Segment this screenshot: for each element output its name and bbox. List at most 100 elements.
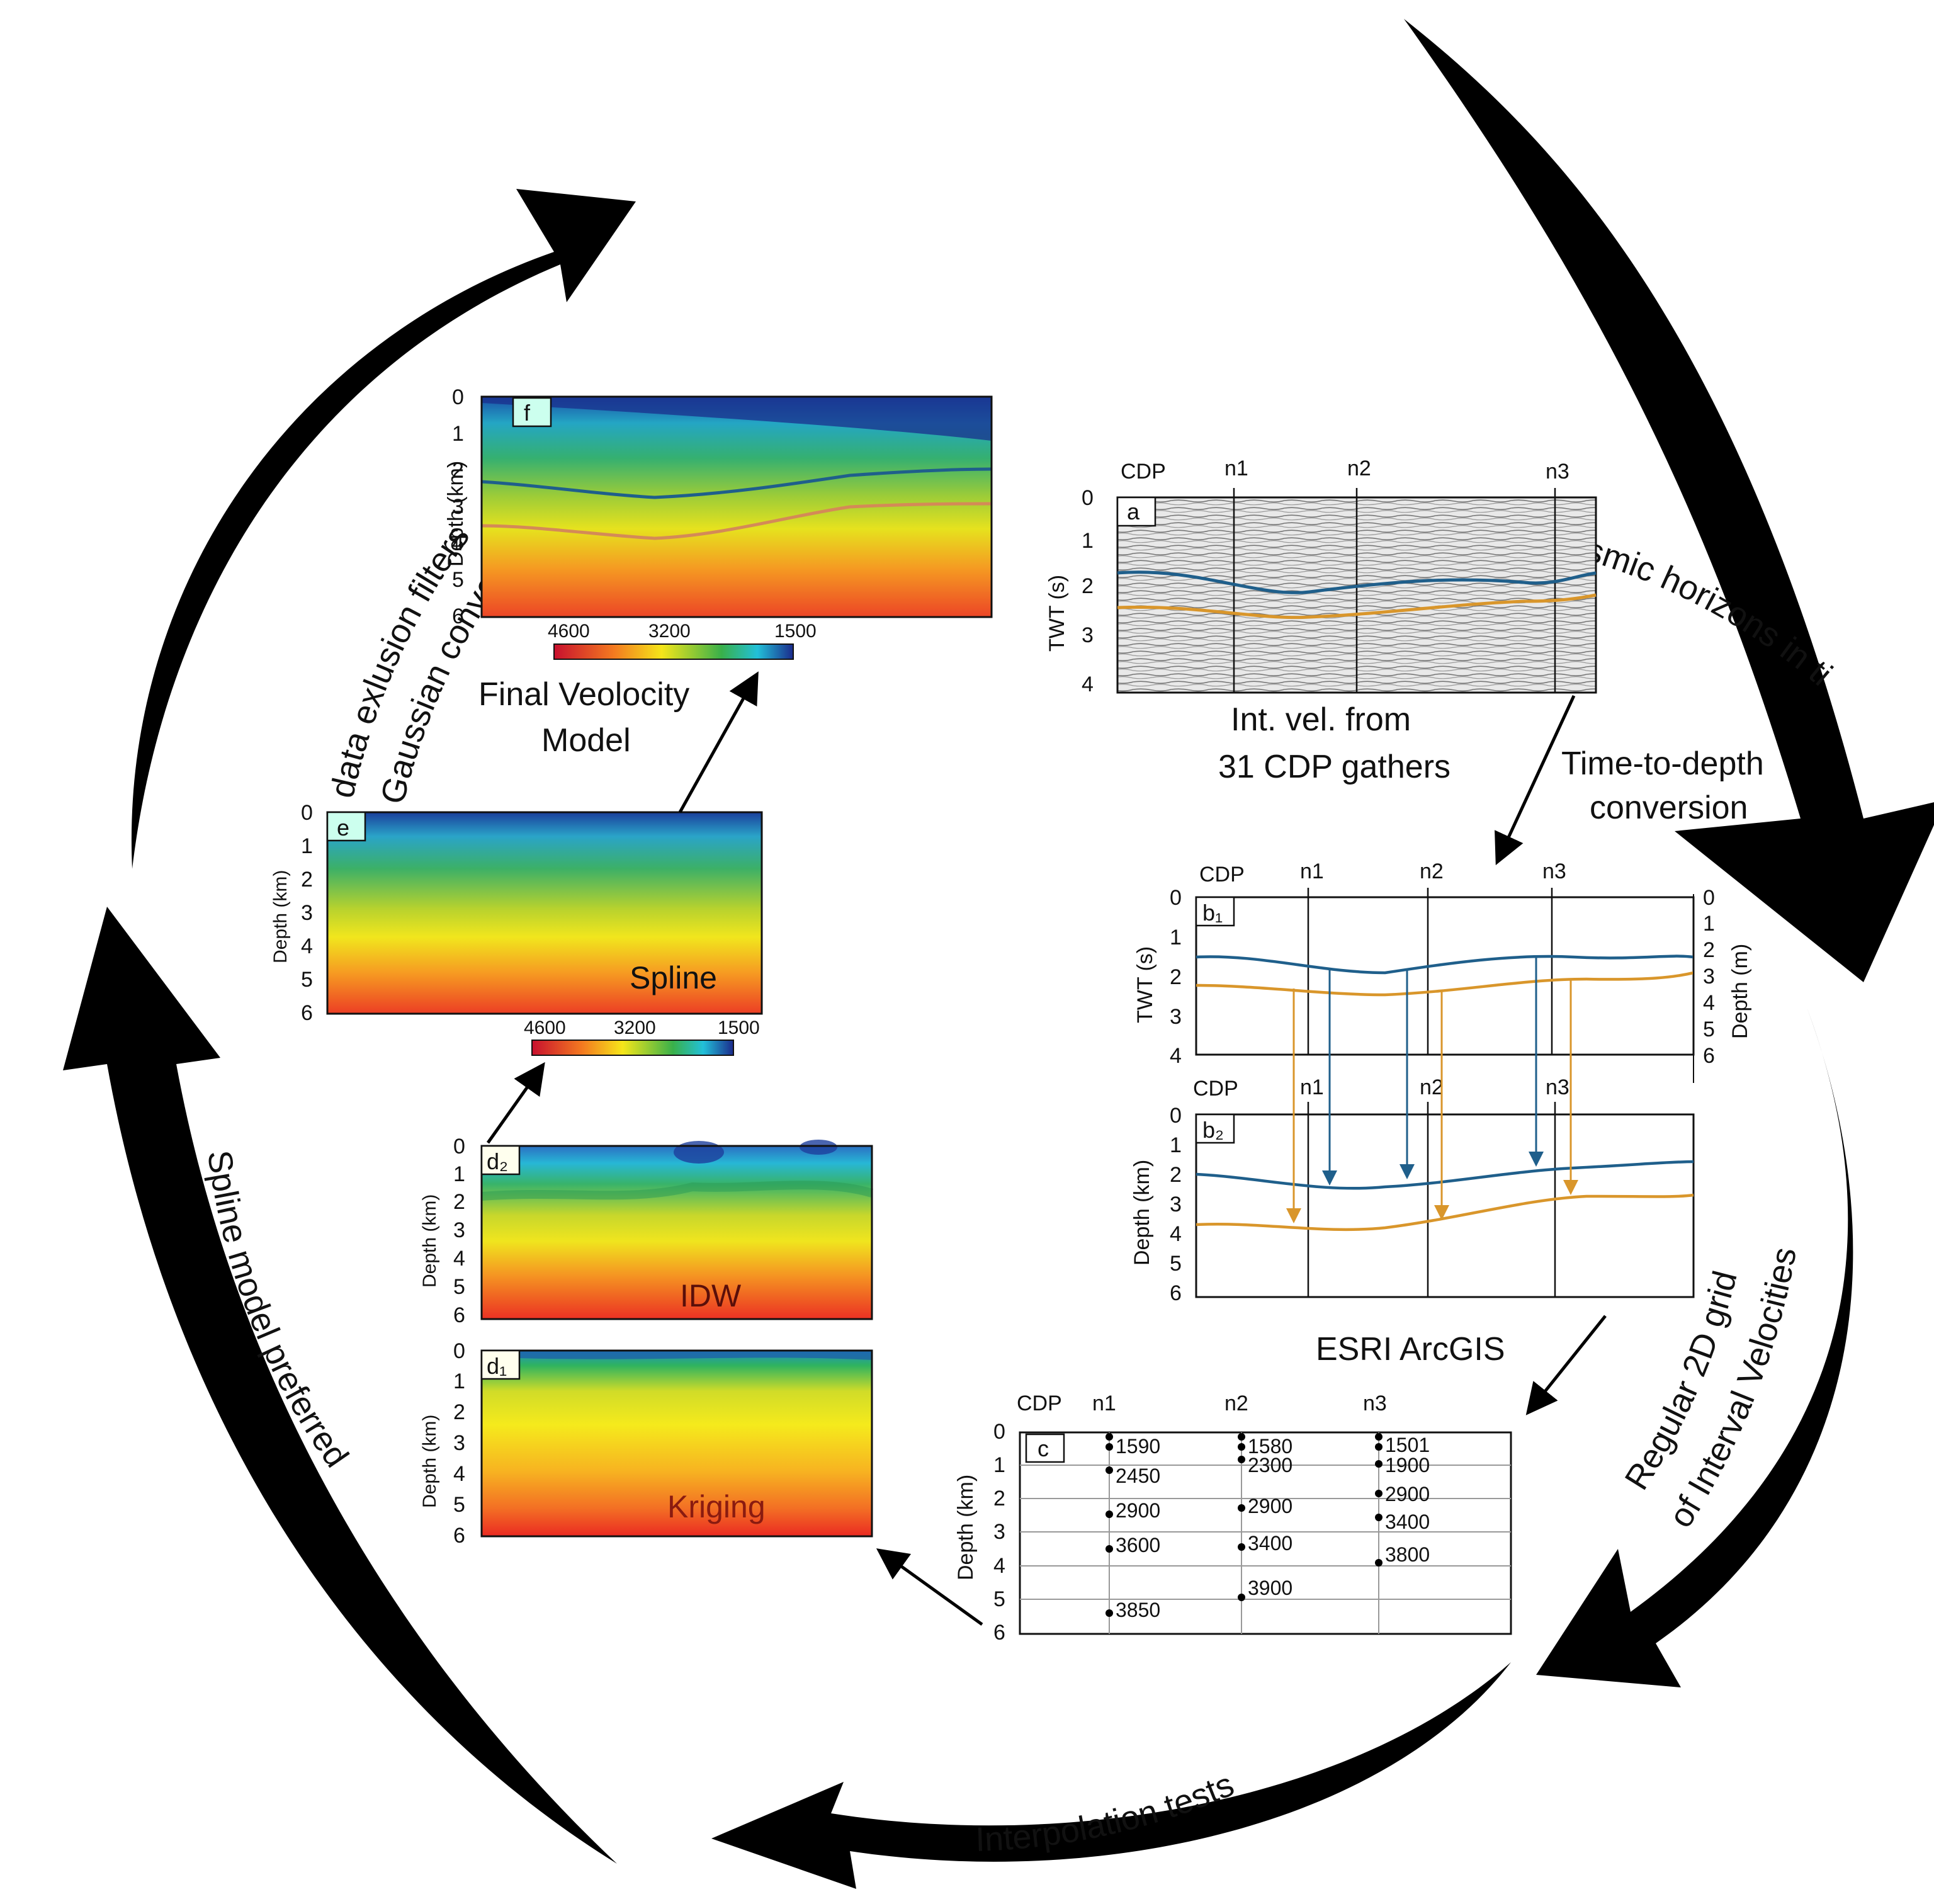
- svg-text:0: 0: [453, 1135, 465, 1159]
- caption-final-2: Model: [541, 722, 631, 759]
- svg-text:1: 1: [1082, 529, 1094, 553]
- svg-text:Depth (m): Depth (m): [1728, 944, 1752, 1039]
- svg-text:1: 1: [1703, 912, 1715, 936]
- panel-a-n3: n3: [1546, 460, 1569, 484]
- svg-text:1: 1: [1170, 926, 1182, 949]
- svg-text:IDW: IDW: [680, 1278, 742, 1313]
- svg-text:3200: 3200: [614, 1017, 656, 1038]
- svg-text:Kriging: Kriging: [667, 1489, 766, 1524]
- panel-a: a CDP n1 n2 n3 0 1 2 3 4 TWT (s) Int. ve…: [1045, 456, 1597, 785]
- svg-text:b₂: b₂: [1202, 1117, 1224, 1143]
- svg-text:3400: 3400: [1248, 1532, 1292, 1555]
- svg-text:4: 4: [1170, 1222, 1182, 1246]
- panel-e: e Spline 0 1 2 3 4 5 6 Depth (km) 4600 3…: [270, 801, 763, 1056]
- n1-velocities: 1590 2450 2900 3600 3850: [1106, 1433, 1160, 1621]
- svg-text:1: 1: [993, 1453, 1005, 1477]
- panel-a-n1: n1: [1224, 456, 1248, 480]
- svg-text:2: 2: [1170, 965, 1182, 989]
- svg-text:2: 2: [301, 868, 313, 892]
- svg-text:6: 6: [453, 1303, 465, 1327]
- panel-f: f 0 1 2 3 4 5 6 Depth (km) 4600 3200 150…: [444, 385, 993, 759]
- svg-text:n2: n2: [1224, 1391, 1248, 1415]
- svg-text:0: 0: [453, 1339, 465, 1363]
- svg-text:4: 4: [301, 934, 313, 958]
- svg-text:4: 4: [453, 1247, 465, 1271]
- svg-text:5: 5: [453, 1493, 465, 1517]
- svg-text:TWT (s): TWT (s): [1133, 946, 1157, 1023]
- cycle-arrows: [63, 19, 1934, 1889]
- panel-a-n2: n2: [1347, 456, 1371, 480]
- n2-velocities: 1580 2300 2900 3400 3900: [1238, 1433, 1292, 1601]
- svg-text:3: 3: [453, 1431, 465, 1455]
- arrow-right-top: [1404, 19, 1934, 982]
- panel-a-label: a: [1127, 499, 1140, 524]
- svg-text:3200: 3200: [648, 621, 691, 642]
- svg-text:1: 1: [452, 422, 464, 446]
- svg-text:2: 2: [453, 1400, 465, 1424]
- svg-text:1900: 1900: [1385, 1454, 1430, 1476]
- svg-text:1500: 1500: [774, 621, 817, 642]
- svg-text:2: 2: [1703, 938, 1715, 962]
- panel-a-cdp: CDP: [1121, 460, 1166, 484]
- svg-text:2900: 2900: [1248, 1495, 1292, 1517]
- caption-int-vel-1: Int. vel. from: [1231, 701, 1411, 738]
- svg-text:4: 4: [453, 1462, 465, 1486]
- svg-text:1: 1: [453, 1369, 465, 1393]
- svg-text:4: 4: [1082, 672, 1094, 696]
- svg-text:3: 3: [301, 901, 313, 925]
- svg-text:5: 5: [993, 1587, 1005, 1611]
- panel-b2: b₂ CDP n1 n2 n3 0 1 2 3 4 5 6 Depth (km): [1130, 1075, 1695, 1305]
- svg-text:n3: n3: [1363, 1391, 1387, 1415]
- svg-text:1: 1: [1170, 1133, 1182, 1157]
- svg-text:0: 0: [1703, 886, 1715, 910]
- svg-text:Depth (km): Depth (km): [419, 1194, 440, 1288]
- svg-text:3800: 3800: [1385, 1543, 1430, 1566]
- svg-text:2: 2: [1082, 574, 1094, 598]
- panel-b1: b₁ CDP n1 n2 n3 0 1 2 3 4 TWT (s) 0 1 2 …: [1133, 859, 1752, 1083]
- caption-int-vel-2: 31 CDP gathers: [1218, 749, 1450, 785]
- svg-text:6: 6: [453, 1524, 465, 1548]
- svg-text:6: 6: [452, 604, 464, 628]
- n3-velocities: 1501 1900 2900 3400 3800: [1375, 1433, 1430, 1567]
- svg-text:c: c: [1038, 1436, 1049, 1461]
- panel-a-ticks: 0 1 2 3 4: [1082, 486, 1094, 696]
- svg-text:2450: 2450: [1116, 1465, 1160, 1487]
- svg-text:2: 2: [452, 458, 464, 482]
- svg-text:4: 4: [1170, 1044, 1182, 1068]
- arrow-right-bottom: [1536, 1007, 1853, 1687]
- svg-text:0: 0: [1082, 486, 1094, 510]
- svg-text:4: 4: [1703, 991, 1715, 1015]
- svg-text:4: 4: [452, 531, 464, 555]
- svg-text:2900: 2900: [1385, 1483, 1430, 1505]
- svg-text:6: 6: [1703, 1044, 1715, 1068]
- svg-text:6: 6: [301, 1001, 313, 1025]
- svg-text:4: 4: [993, 1554, 1005, 1578]
- svg-text:4600: 4600: [524, 1017, 566, 1038]
- svg-text:Depth (km): Depth (km): [444, 461, 468, 567]
- svg-text:1: 1: [453, 1162, 465, 1186]
- svg-text:Depth (km): Depth (km): [1130, 1160, 1154, 1266]
- panel-c: c CDP n1 n2 n3 0 1 2 3 4 5 6 Depth (km) …: [954, 1391, 1512, 1645]
- arrow-bottom: [711, 1662, 1511, 1889]
- svg-text:5: 5: [452, 568, 464, 592]
- svg-text:3: 3: [1170, 1193, 1182, 1216]
- svg-text:f: f: [524, 400, 531, 426]
- svg-text:3600: 3600: [1116, 1534, 1160, 1556]
- svg-text:CDP: CDP: [1199, 863, 1245, 887]
- svg-text:2900: 2900: [1116, 1499, 1160, 1522]
- arrow-left-top: [131, 189, 636, 869]
- panel-d1: d₁ Kriging 0 1 2 3 4 5 6 Depth (km): [419, 1339, 873, 1548]
- svg-text:5: 5: [453, 1275, 465, 1299]
- svg-text:0: 0: [1170, 886, 1182, 910]
- svg-text:3: 3: [1170, 1005, 1182, 1029]
- svg-text:Spline: Spline: [630, 960, 717, 995]
- svg-text:1501: 1501: [1385, 1434, 1430, 1456]
- svg-text:1: 1: [301, 834, 313, 858]
- panel-a-ylabel: TWT (s): [1045, 575, 1069, 652]
- svg-text:6: 6: [993, 1621, 1005, 1645]
- svg-text:d₂: d₂: [487, 1148, 508, 1174]
- svg-text:n3: n3: [1542, 859, 1566, 883]
- svg-text:3: 3: [1703, 965, 1715, 989]
- svg-text:5: 5: [1703, 1017, 1715, 1041]
- svg-text:e: e: [337, 815, 349, 841]
